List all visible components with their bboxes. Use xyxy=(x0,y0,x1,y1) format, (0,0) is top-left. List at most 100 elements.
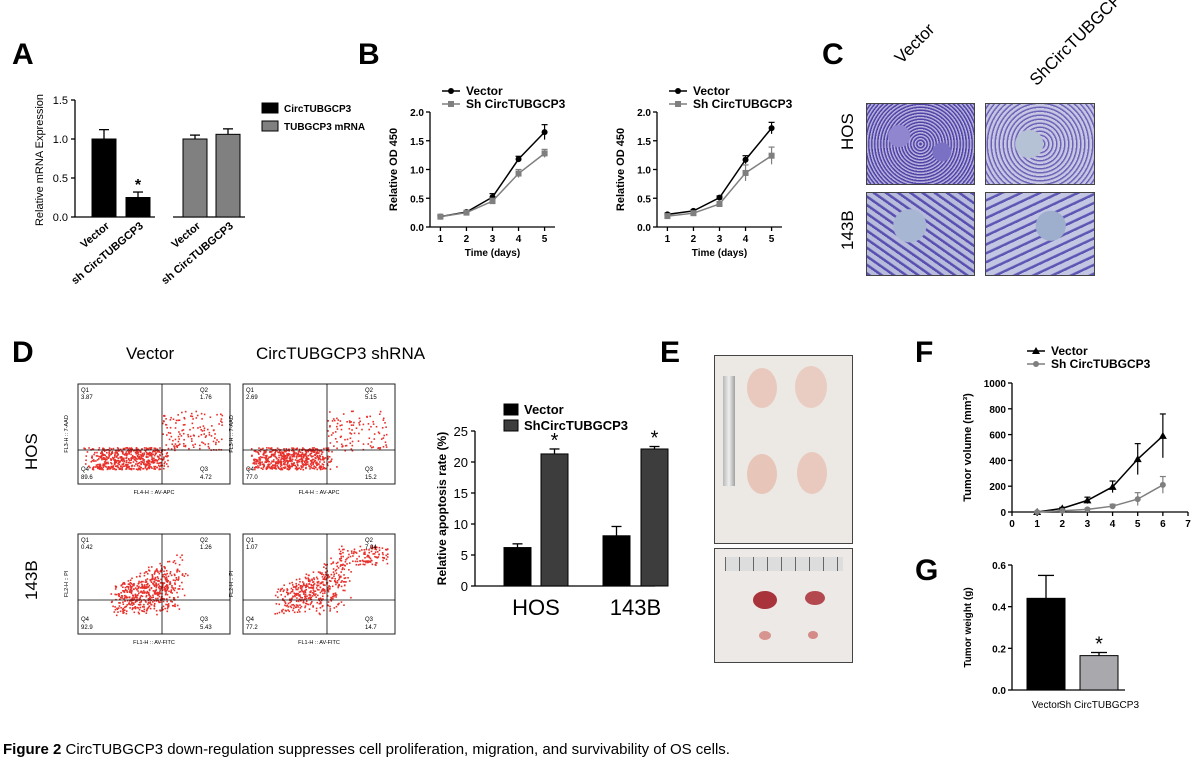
flow-event xyxy=(363,551,366,554)
flow-event xyxy=(134,459,137,462)
flow-event xyxy=(368,561,370,563)
flow-event xyxy=(257,465,259,467)
flow-event xyxy=(311,447,314,449)
flow-event xyxy=(158,465,161,468)
flow-event xyxy=(152,453,154,456)
flow-event xyxy=(157,571,159,573)
flow-event xyxy=(259,456,262,458)
flow-event xyxy=(371,547,374,549)
flow-event xyxy=(160,564,163,567)
flow-event xyxy=(297,455,299,458)
quadrant-value: 14.7 xyxy=(365,625,377,631)
x-tick-label: 3 xyxy=(1085,519,1091,530)
flow-event xyxy=(289,601,291,604)
flow-event xyxy=(129,579,132,582)
flow-event xyxy=(319,571,321,574)
flow-event xyxy=(119,468,122,471)
plot-frame xyxy=(242,533,396,635)
flow-event xyxy=(133,588,135,590)
flow-event xyxy=(152,596,155,599)
flow-event xyxy=(304,452,307,455)
flow-event xyxy=(280,588,282,591)
flow-event xyxy=(270,466,272,469)
flow-event xyxy=(162,433,164,435)
flow-event xyxy=(191,440,193,443)
flow-event xyxy=(174,605,176,608)
flow-event xyxy=(277,467,280,469)
flow-event xyxy=(286,589,289,592)
flow-event xyxy=(136,458,138,460)
flow-event xyxy=(309,587,312,589)
flow-event xyxy=(280,457,283,459)
flow-event xyxy=(130,591,133,593)
flow-event xyxy=(125,451,128,453)
x-tick-label: 2 xyxy=(1060,519,1066,530)
flow-event xyxy=(126,585,128,588)
flow-event xyxy=(138,580,140,583)
flow-event xyxy=(176,554,178,557)
flow-event xyxy=(350,571,352,573)
x-tick-label: 4 xyxy=(743,234,749,245)
flow-event xyxy=(134,594,137,597)
flow-event xyxy=(142,455,144,458)
flow-event xyxy=(323,578,325,581)
flow-event xyxy=(362,443,365,445)
flow-event xyxy=(139,451,142,453)
flow-event xyxy=(149,463,151,466)
flow-event xyxy=(322,589,325,592)
flow-event xyxy=(177,578,180,580)
flow-event xyxy=(316,455,318,458)
flow-event xyxy=(130,586,133,589)
flow-event xyxy=(286,456,288,458)
flow-event xyxy=(324,590,326,592)
flow-event xyxy=(253,463,256,465)
bar xyxy=(1079,655,1119,691)
flow-event xyxy=(184,445,187,448)
flow-event xyxy=(305,583,308,585)
flow-event xyxy=(359,563,362,566)
flow-event xyxy=(148,569,151,572)
flow-event xyxy=(160,451,162,454)
flow-event xyxy=(129,468,132,470)
flow-event xyxy=(156,568,158,570)
legend-swatch xyxy=(503,403,519,416)
flow-event xyxy=(262,454,265,456)
flow-event xyxy=(293,450,295,452)
flow-event xyxy=(266,454,268,457)
flow-event xyxy=(314,454,317,457)
flow-event xyxy=(313,465,315,468)
flow-event xyxy=(350,433,353,435)
flow-event xyxy=(166,434,168,436)
flow-event xyxy=(165,444,168,446)
panel-letter-e: E xyxy=(660,336,681,369)
flow-event xyxy=(143,610,146,613)
flow-event xyxy=(297,467,300,470)
flow-event xyxy=(278,451,280,454)
flow-event xyxy=(336,417,338,420)
flow-event xyxy=(171,443,174,446)
flow-event xyxy=(136,588,138,591)
flow-event xyxy=(306,461,308,464)
panel-letter-a: A xyxy=(12,38,34,71)
flow-event xyxy=(318,597,320,600)
flow-event xyxy=(113,456,116,459)
data-point xyxy=(716,201,723,207)
flow-event xyxy=(270,456,272,458)
flow-event xyxy=(129,603,132,606)
flow-event xyxy=(92,459,95,461)
flow-event xyxy=(298,448,301,451)
flow-event xyxy=(162,608,164,611)
flow-event xyxy=(123,594,126,597)
flow-event xyxy=(309,591,312,594)
flow-event xyxy=(293,447,295,450)
flow-event xyxy=(311,592,314,594)
flow-event xyxy=(331,577,334,579)
flow-event xyxy=(264,450,266,452)
flow-event xyxy=(338,576,341,578)
flow-event xyxy=(319,457,321,460)
flow-event xyxy=(165,576,167,579)
flow-event xyxy=(162,584,164,586)
flow-event xyxy=(334,577,336,580)
flow-event xyxy=(335,594,338,596)
